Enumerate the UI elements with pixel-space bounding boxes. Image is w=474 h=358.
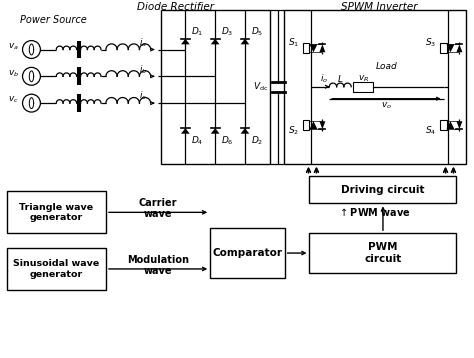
Bar — [161, 10, 270, 164]
Polygon shape — [310, 121, 318, 129]
Text: Driving circuit: Driving circuit — [341, 184, 425, 194]
Bar — [210, 228, 285, 278]
Text: $D_5$: $D_5$ — [251, 25, 264, 38]
Bar — [7, 248, 106, 290]
Bar — [439, 43, 447, 53]
Bar — [353, 82, 373, 92]
Text: $i_o$: $i_o$ — [320, 73, 328, 85]
Polygon shape — [211, 128, 219, 134]
Text: $D_6$: $D_6$ — [221, 135, 234, 147]
Text: $D_4$: $D_4$ — [191, 135, 204, 147]
Text: $i_b$: $i_b$ — [138, 63, 147, 76]
Text: wave: wave — [144, 209, 173, 219]
Text: $L$: $L$ — [337, 73, 344, 84]
Text: SPWM Inverter: SPWM Inverter — [341, 2, 417, 12]
Text: $v_o$: $v_o$ — [381, 100, 392, 111]
Text: Modulation: Modulation — [127, 255, 189, 265]
Text: $D_1$: $D_1$ — [191, 25, 204, 38]
Text: Triangle wave
generator: Triangle wave generator — [19, 203, 93, 222]
Bar — [302, 120, 310, 130]
Text: $v_b$: $v_b$ — [8, 68, 19, 79]
Text: Load: Load — [375, 62, 397, 71]
Text: Diode Rectifier: Diode Rectifier — [137, 2, 214, 12]
Text: $D_3$: $D_3$ — [221, 25, 234, 38]
Bar — [302, 43, 310, 53]
Polygon shape — [447, 44, 455, 52]
Polygon shape — [456, 121, 463, 129]
Polygon shape — [456, 44, 463, 52]
Polygon shape — [241, 39, 249, 44]
Text: $\uparrow$PWM wave: $\uparrow$PWM wave — [338, 206, 411, 218]
Polygon shape — [447, 121, 455, 129]
Text: $D_2$: $D_2$ — [251, 135, 263, 147]
Polygon shape — [310, 44, 318, 52]
Text: $S_3$: $S_3$ — [425, 36, 437, 49]
Polygon shape — [181, 39, 190, 44]
Polygon shape — [181, 128, 190, 134]
Polygon shape — [319, 44, 325, 52]
Text: $v_R$: $v_R$ — [357, 73, 369, 84]
Bar — [283, 10, 466, 164]
Text: PWM
circuit: PWM circuit — [365, 242, 401, 264]
Text: Carrier: Carrier — [139, 198, 177, 208]
Text: $V_{\mathrm{dc}}$: $V_{\mathrm{dc}}$ — [254, 81, 269, 93]
Text: wave: wave — [144, 266, 173, 276]
Text: $S_1$: $S_1$ — [288, 36, 300, 49]
Bar — [439, 120, 447, 130]
Text: Sinusoidal wave
generator: Sinusoidal wave generator — [13, 259, 100, 279]
Bar — [310, 176, 456, 203]
Polygon shape — [319, 121, 325, 129]
Text: $i_c$: $i_c$ — [139, 90, 146, 102]
Text: $v_c$: $v_c$ — [8, 95, 19, 105]
Polygon shape — [241, 128, 249, 134]
Bar — [310, 233, 456, 273]
Text: $i_a$: $i_a$ — [139, 36, 146, 49]
Text: $S_4$: $S_4$ — [425, 125, 437, 137]
Text: Power Source: Power Source — [20, 15, 87, 25]
Text: Comparator: Comparator — [212, 248, 283, 258]
Text: $S_2$: $S_2$ — [289, 125, 300, 137]
Bar — [7, 192, 106, 233]
Text: $v_a$: $v_a$ — [8, 41, 19, 52]
Polygon shape — [211, 39, 219, 44]
